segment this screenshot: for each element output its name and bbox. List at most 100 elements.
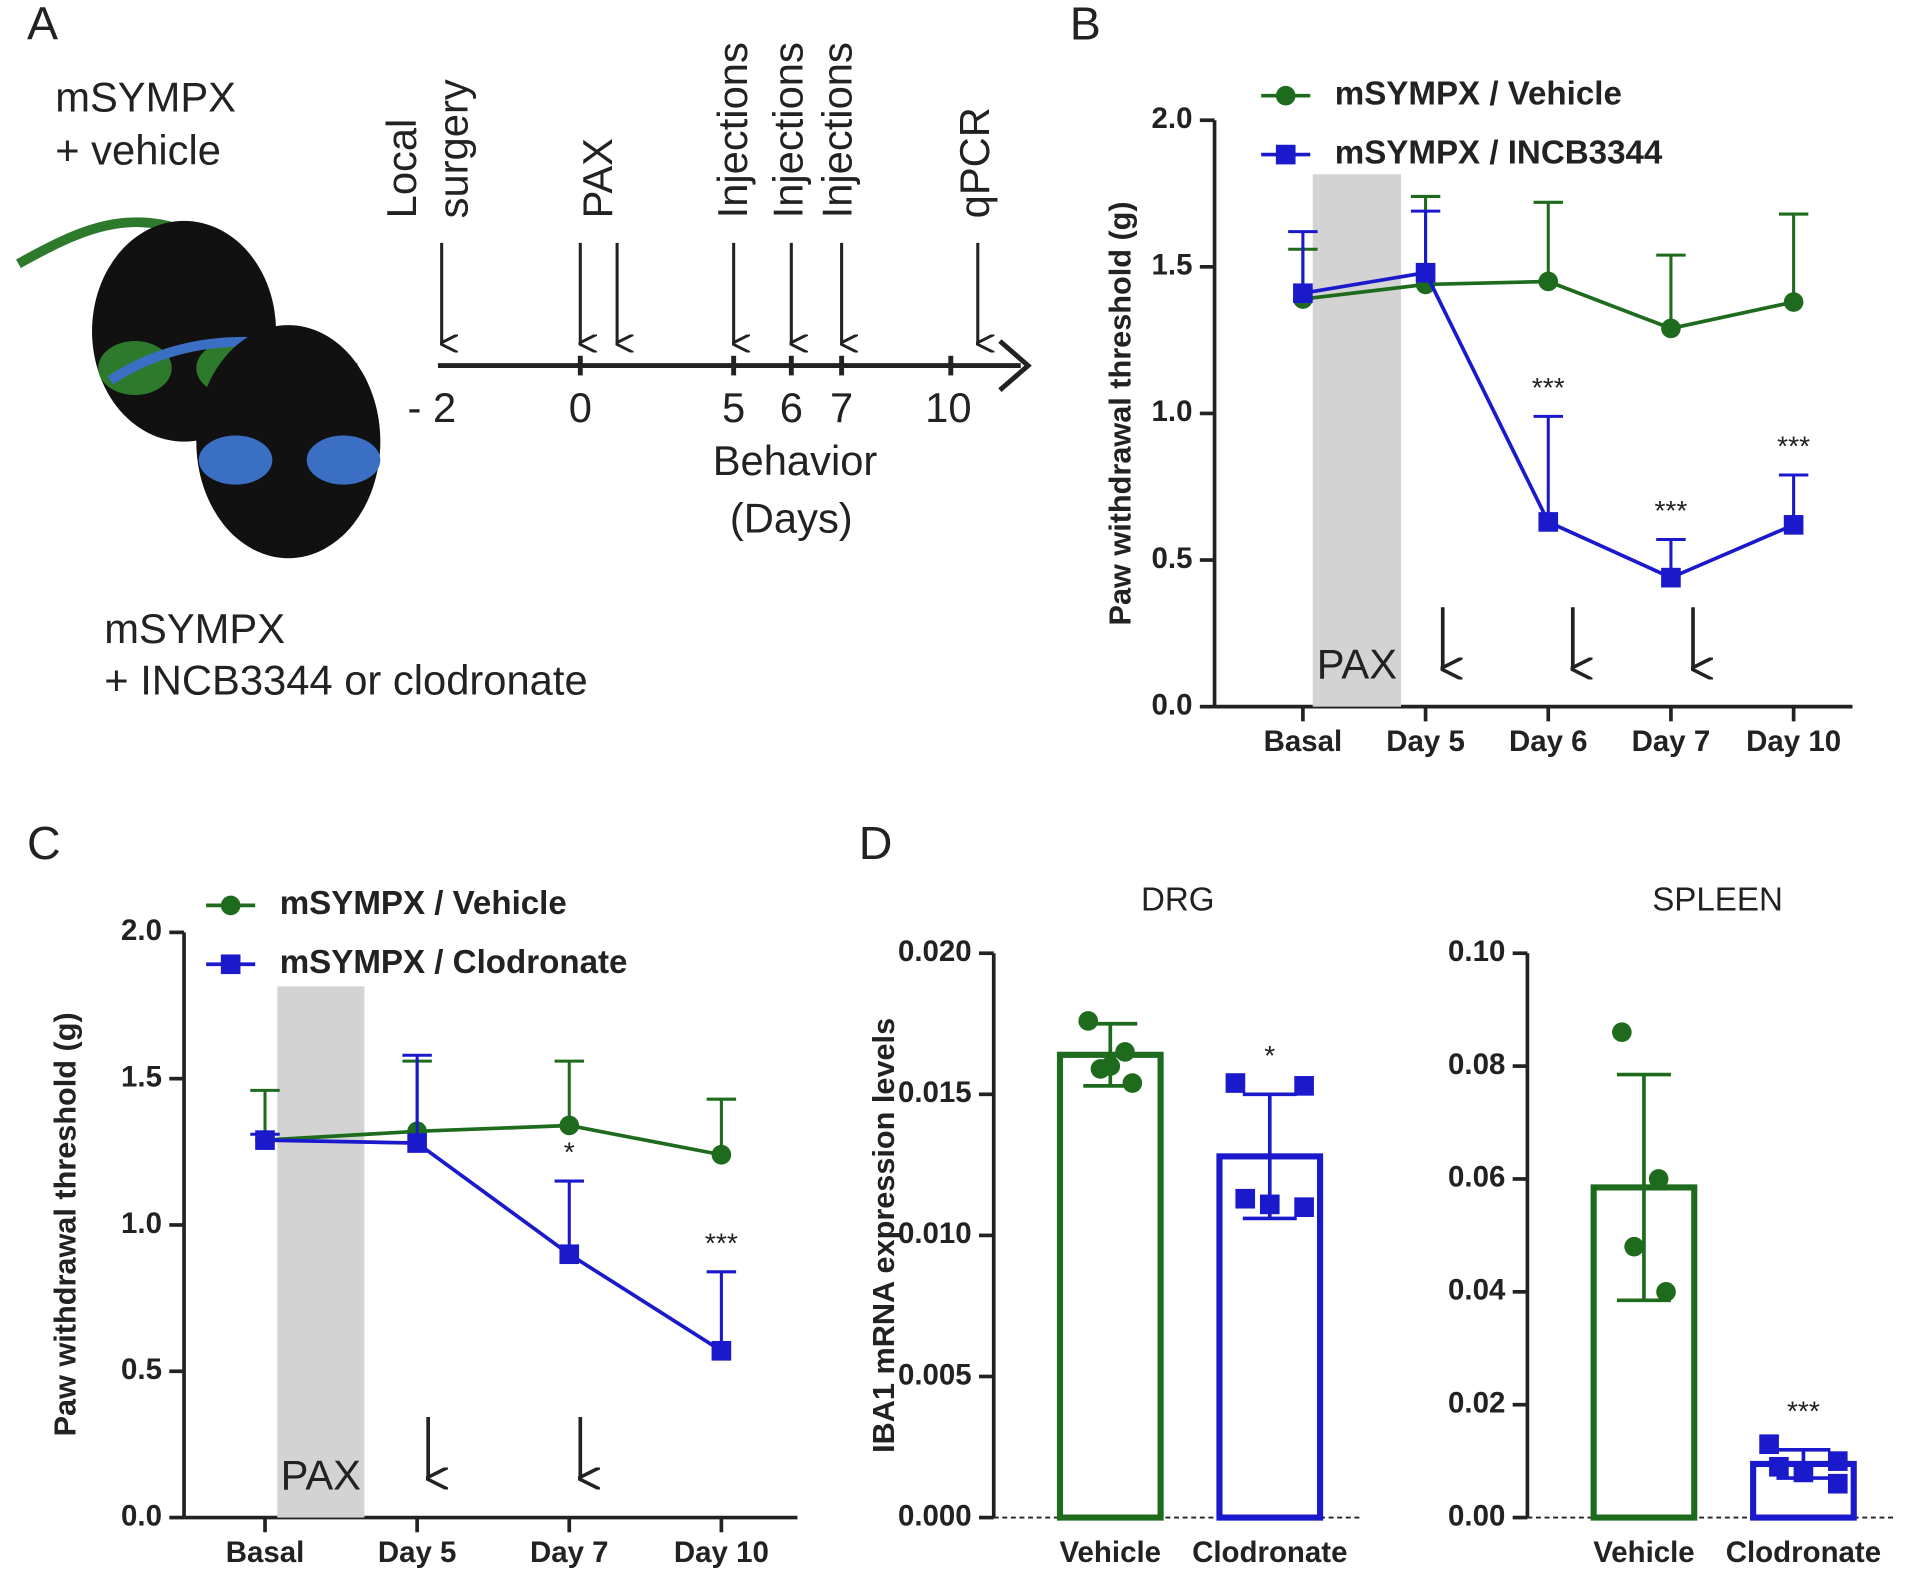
timeline-tick-label: 6 (780, 384, 803, 431)
marker (1122, 1073, 1143, 1093)
mice-illustration (16, 217, 381, 559)
timeline-arrowhead (998, 339, 1032, 392)
timeline-axis-label: (Days) (730, 494, 853, 541)
marker (1656, 1282, 1676, 1302)
marker (1538, 271, 1559, 292)
series-line (264, 1138, 723, 1353)
legend-label: mSYMPX / Vehicle (1335, 75, 1622, 112)
marker (559, 1115, 580, 1136)
error-bar (1288, 230, 1318, 294)
shaded-label: PAX (281, 1451, 361, 1498)
y-tick-label: 0.000 (898, 1499, 972, 1532)
marker (1225, 1073, 1246, 1093)
panel-label: C (27, 817, 61, 869)
marker (559, 1244, 580, 1265)
x-tick-label: Day 6 (1509, 725, 1588, 758)
event-label: Injections (764, 42, 811, 218)
error-bar (554, 1059, 584, 1126)
y-tick-label: 0.020 (898, 935, 972, 968)
shaded-label: PAX (1317, 640, 1397, 687)
marker (711, 1340, 732, 1361)
marker (1793, 1462, 1814, 1483)
x-tick-label: Day 5 (378, 1536, 457, 1569)
timeline-tick-label: 0 (569, 384, 592, 431)
y-tick-label: 0.005 (898, 1358, 972, 1391)
event-label: PAX (574, 138, 621, 218)
event-label: surgery (429, 79, 476, 218)
error-bar (1656, 253, 1686, 329)
y-tick-label: 0.06 (1448, 1161, 1505, 1194)
marker (1783, 515, 1804, 535)
group-label: mSYMPX (104, 605, 285, 652)
marker (255, 1130, 275, 1150)
marker (220, 954, 241, 975)
error-bar (1410, 209, 1441, 273)
x-tick-label: Clodronate (1726, 1536, 1881, 1569)
x-tick-label: Basal (1264, 725, 1343, 758)
panel-label: B (1070, 0, 1101, 49)
marker (1115, 1042, 1135, 1062)
error-bar (706, 1270, 737, 1351)
timeline-tick-label: 10 (925, 384, 971, 431)
y-tick-label: 0.5 (121, 1353, 162, 1386)
timeline-tick-label: 7 (830, 384, 853, 431)
significance-label: *** (1777, 429, 1810, 461)
chart-title: DRG (1141, 881, 1215, 918)
marker (1783, 292, 1804, 312)
marker (220, 895, 241, 916)
panel-label: D (859, 817, 893, 869)
y-tick-label: 1.5 (1152, 249, 1193, 282)
timeline-axis-label: Behavior (713, 437, 878, 484)
error-bar (554, 1179, 584, 1255)
marker (407, 1133, 427, 1153)
chart-title: SPLEEN (1652, 881, 1783, 918)
y-tick-label: 2.0 (1152, 102, 1193, 135)
marker (1415, 262, 1436, 283)
legend-label: mSYMPX / Vehicle (280, 885, 567, 922)
error-bar (1533, 200, 1563, 282)
marker (1759, 1434, 1779, 1455)
event-label: Injections (813, 42, 860, 218)
timeline-tick-label: 5 (722, 384, 745, 431)
y-tick-label: 0.010 (898, 1217, 972, 1250)
series-line (264, 1123, 722, 1157)
marker (1624, 1236, 1644, 1257)
marker (1769, 1456, 1789, 1477)
y-tick-label: 0.10 (1448, 935, 1505, 968)
significance-label: *** (1654, 494, 1687, 526)
bar (1056, 1051, 1164, 1521)
marker (1538, 512, 1559, 532)
event-label: qPCR (951, 107, 998, 218)
marker (1294, 1076, 1314, 1096)
marker (711, 1144, 732, 1165)
y-tick-label: 0.04 (1448, 1274, 1506, 1307)
marker (1100, 1056, 1121, 1076)
error-bar (1778, 212, 1809, 303)
marker (1293, 283, 1313, 304)
marker (1235, 1188, 1256, 1209)
marker (1275, 85, 1296, 106)
marker (1259, 1194, 1280, 1215)
marker (1648, 1169, 1669, 1189)
marker (1612, 1022, 1632, 1043)
x-tick-label: Day 5 (1386, 725, 1465, 758)
timeline-tick-label: - 2 (408, 384, 457, 431)
panel-label: A (27, 0, 58, 49)
legend-label: mSYMPX / Clodronate (280, 944, 628, 981)
y-tick-label: 0.0 (121, 1499, 162, 1532)
event-label: Local (378, 119, 425, 219)
group-label: mSYMPX (55, 74, 236, 121)
y-axis-title: Paw withdrawal threshold (g) (49, 1012, 83, 1436)
error-bar (402, 1053, 432, 1144)
legend-label: mSYMPX / INCB3344 (1335, 134, 1663, 171)
error-bar (1533, 414, 1563, 522)
x-tick-label: Vehicle (1060, 1536, 1161, 1569)
marker (1275, 144, 1296, 165)
y-tick-label: 0.08 (1448, 1048, 1505, 1081)
significance-label: * (564, 1136, 575, 1168)
y-tick-label: 1.5 (121, 1060, 162, 1093)
x-tick-label: Basal (226, 1536, 305, 1569)
y-axis-title: IBA1 mRNA expression levels (867, 1018, 901, 1453)
marker (1827, 1473, 1848, 1494)
